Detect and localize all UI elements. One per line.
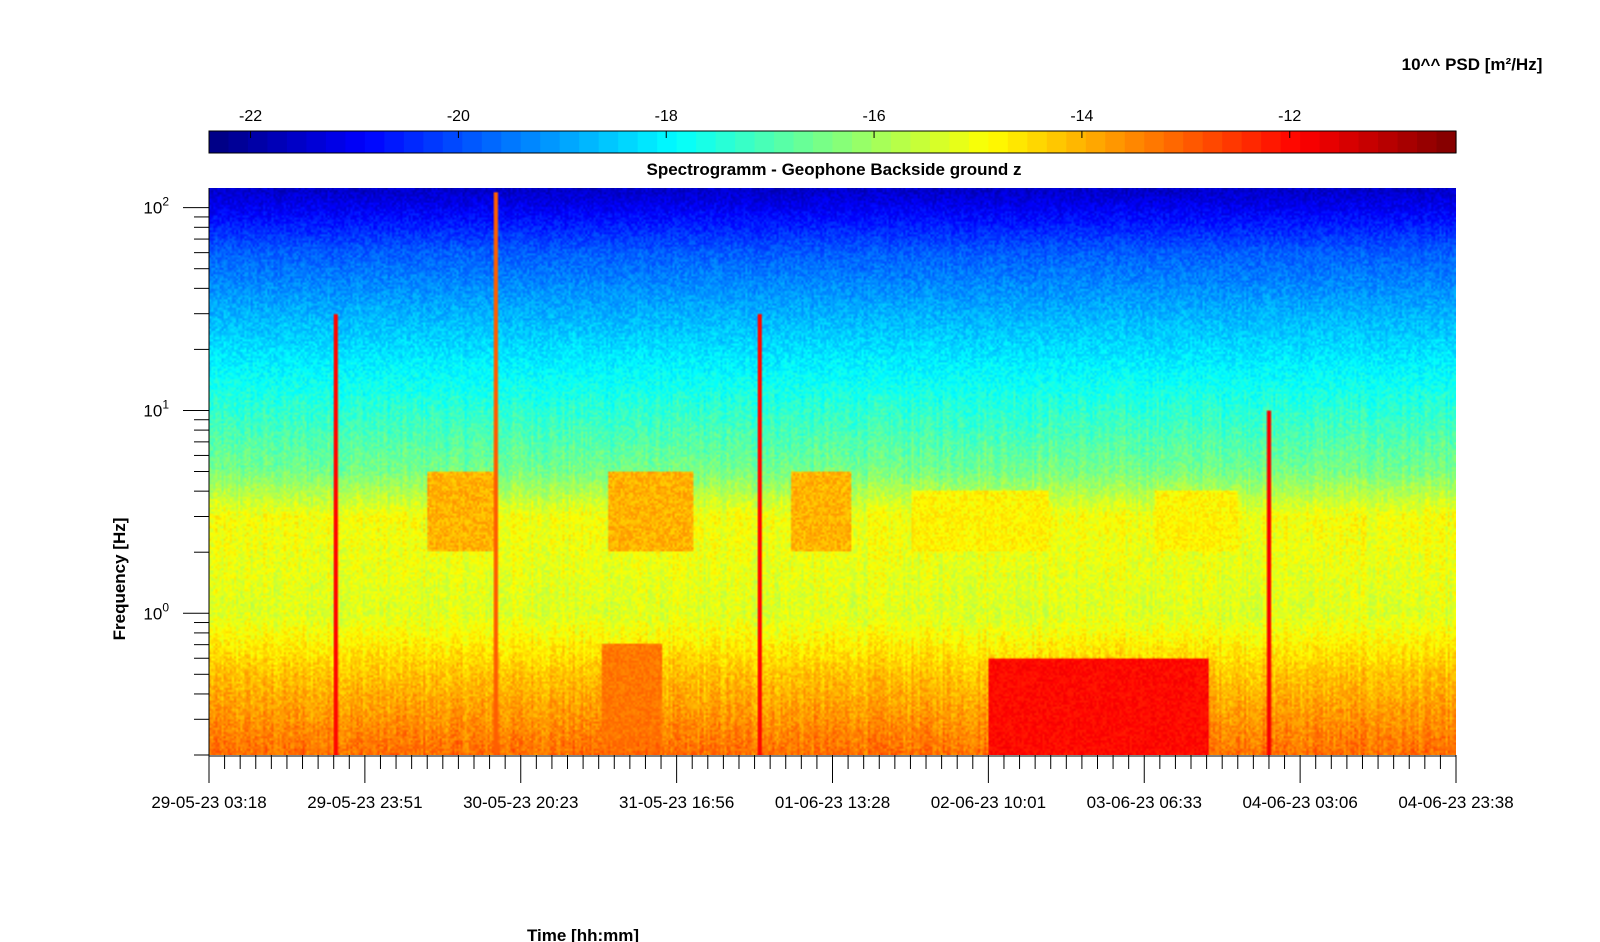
colorbar-segment: [1261, 131, 1282, 153]
colorbar-segment: [793, 131, 814, 153]
colorbar-segment: [968, 131, 989, 153]
colorbar-segment: [910, 131, 931, 153]
colorbar-segment: [1300, 131, 1321, 153]
colorbar-segment: [637, 131, 658, 153]
colorbar-segment: [1280, 131, 1301, 153]
colorbar-segment: [813, 131, 834, 153]
colorbar-segment: [228, 131, 249, 153]
colorbar-segment: [462, 131, 483, 153]
colorbar-segment: [657, 131, 678, 153]
colorbar-segment: [1007, 131, 1028, 153]
x-tick-label: 03-06-23 06:33: [1087, 793, 1202, 812]
colorbar-segment: [1085, 131, 1106, 153]
colorbar-segment: [1046, 131, 1067, 153]
colorbar: -22 -20 -18 -16 -14 -12: [208, 108, 1457, 154]
colorbar-segment: [403, 131, 424, 153]
colorbar-segment: [540, 131, 561, 153]
colorbar-segment: [735, 131, 756, 153]
x-tick-label: 02-06-23 10:01: [931, 793, 1046, 812]
colorbar-tick-label: -14: [1070, 108, 1093, 125]
x-tick-label: 31-05-23 16:56: [619, 793, 734, 812]
chart-title: Spectrogramm - Geophone Backside ground …: [646, 160, 1021, 179]
spectrogram-plot: [209, 188, 1456, 755]
y-tick-label: 101: [143, 397, 169, 420]
y-axis-label: Frequency [Hz]: [110, 518, 129, 641]
x-tick-label: 04-06-23 03:06: [1242, 793, 1357, 812]
colorbar-segment: [851, 131, 873, 153]
colorbar-segment: [1183, 131, 1204, 153]
x-tick-label: 04-06-23 23:38: [1398, 793, 1513, 812]
colorbar-segment: [325, 131, 346, 153]
colorbar-tick-label: -12: [1278, 108, 1301, 125]
colorbar-segment: [306, 131, 327, 153]
colorbar-segment: [209, 131, 230, 153]
colorbar-segment: [364, 131, 385, 153]
colorbar-segment: [696, 131, 717, 153]
spectrogram-image: [209, 188, 1456, 755]
colorbar-segment: [1105, 131, 1126, 153]
colorbar-segment: [345, 131, 366, 153]
colorbar-segment: [1066, 131, 1087, 153]
x-tick-label: 30-05-23 20:23: [463, 793, 578, 812]
colorbar-segment: [1202, 131, 1223, 153]
colorbar-label: 10^^ PSD [m²/Hz]: [1402, 55, 1543, 74]
x-tick-label: 29-05-23 23:51: [307, 793, 422, 812]
colorbar-segment: [598, 131, 619, 153]
axes: 100 101 102 29-05-23 03:18 29-05-23 23:51 30-…: [143, 188, 1514, 812]
colorbar-segment: [1241, 131, 1262, 153]
colorbar-frame: [208, 130, 1457, 154]
colorbar-tick-label: -22: [239, 108, 262, 125]
y-tick-label: 100: [143, 600, 169, 623]
colorbar-segment: [929, 131, 951, 153]
colorbar-segment: [1436, 131, 1457, 153]
colorbar-segment: [988, 131, 1009, 153]
colorbar-tick-label: -18: [655, 108, 678, 125]
colorbar-segment: [384, 131, 405, 153]
colorbar-segment: [1417, 131, 1438, 153]
colorbar-tick-label: -20: [447, 108, 470, 125]
colorbar-segment: [832, 131, 853, 153]
colorbar-segment: [1319, 131, 1340, 153]
colorbar-segment: [676, 131, 697, 153]
colorbar-segment: [754, 131, 775, 153]
colorbar-segment: [559, 131, 580, 153]
colorbar-segment: [1163, 131, 1184, 153]
colorbar-segment: [774, 131, 795, 153]
colorbar-segment: [1339, 131, 1360, 153]
colorbar-segment: [1222, 131, 1243, 153]
colorbar-segment: [1144, 131, 1165, 153]
colorbar-segment: [890, 131, 912, 153]
colorbar-segment: [481, 131, 502, 153]
colorbar-segment: [423, 131, 444, 153]
colorbar-segment: [1378, 131, 1399, 153]
x-axis-label: Time [hh:mm]: [527, 926, 639, 942]
colorbar-segment: [579, 131, 600, 153]
colorbar-tick-label: -16: [863, 108, 886, 125]
colorbar-segment: [247, 131, 269, 153]
colorbar-segment: [520, 131, 541, 153]
colorbar-segment: [267, 131, 288, 153]
colorbar-segment: [1027, 131, 1048, 153]
x-tick-label: 29-05-23 03:18: [151, 793, 266, 812]
colorbar-segment: [442, 131, 463, 153]
colorbar-segment: [871, 131, 892, 153]
y-tick-label: 102: [143, 195, 169, 218]
colorbar-segment: [1124, 131, 1145, 153]
colorbar-segment: [1358, 131, 1379, 153]
colorbar-segment: [1397, 131, 1418, 153]
colorbar-segment: [501, 131, 522, 153]
x-tick-label: 01-06-23 13:28: [775, 793, 890, 812]
colorbar-segment: [286, 131, 308, 153]
colorbar-segment: [949, 131, 970, 153]
colorbar-segment: [618, 131, 639, 153]
colorbar-segment: [715, 131, 736, 153]
